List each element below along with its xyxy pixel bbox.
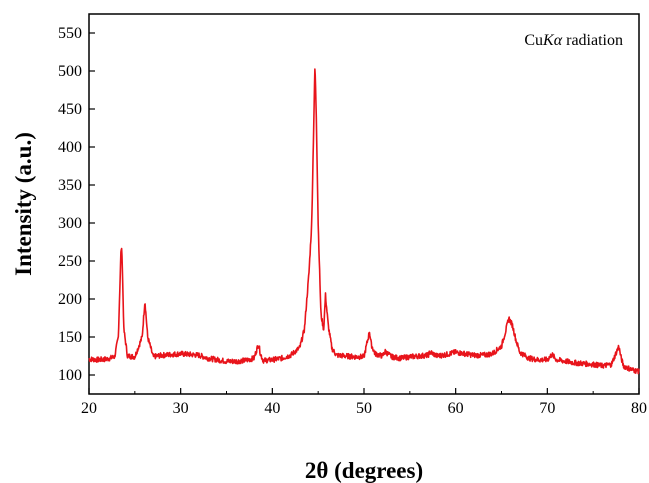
annotation-prefix: Cu	[524, 32, 543, 49]
y-tick-label: 200	[58, 291, 82, 308]
radiation-annotation: CuKα radiation	[524, 32, 623, 49]
annotation-italic: K	[542, 32, 555, 49]
y-tick-label: 350	[58, 177, 82, 194]
plot-frame	[88, 13, 640, 395]
x-tick-label: 70	[539, 400, 555, 417]
y-tick-label: 500	[58, 63, 82, 80]
axis-ticks	[88, 32, 640, 394]
y-tick-label: 550	[58, 25, 82, 42]
y-axis-title: Intensity (a.u.)	[11, 132, 36, 276]
x-tick-label: 80	[631, 400, 647, 417]
series-line	[88, 68, 640, 375]
y-tick-label: 100	[58, 367, 82, 384]
x-axis-title: 2θ (degrees)	[305, 458, 423, 483]
x-tick-labels: 20 30 40 50 60 70 80	[81, 400, 647, 417]
y-tick-label: 300	[58, 215, 82, 232]
x-tick-label: 60	[448, 400, 464, 417]
x-tick-label: 30	[173, 400, 189, 417]
x-tick-label: 20	[81, 400, 97, 417]
y-tick-labels: 100 150 200 250 300 350 400 450 500 550	[58, 25, 82, 384]
x-tick-label: 40	[264, 400, 280, 417]
x-tick-label: 50	[356, 400, 372, 417]
y-tick-label: 450	[58, 101, 82, 118]
y-tick-label: 150	[58, 329, 82, 346]
y-tick-label: 400	[58, 139, 82, 156]
annotation-symbol: α	[554, 32, 563, 49]
annotation-suffix: radiation	[562, 32, 623, 49]
y-tick-label: 250	[58, 253, 82, 270]
